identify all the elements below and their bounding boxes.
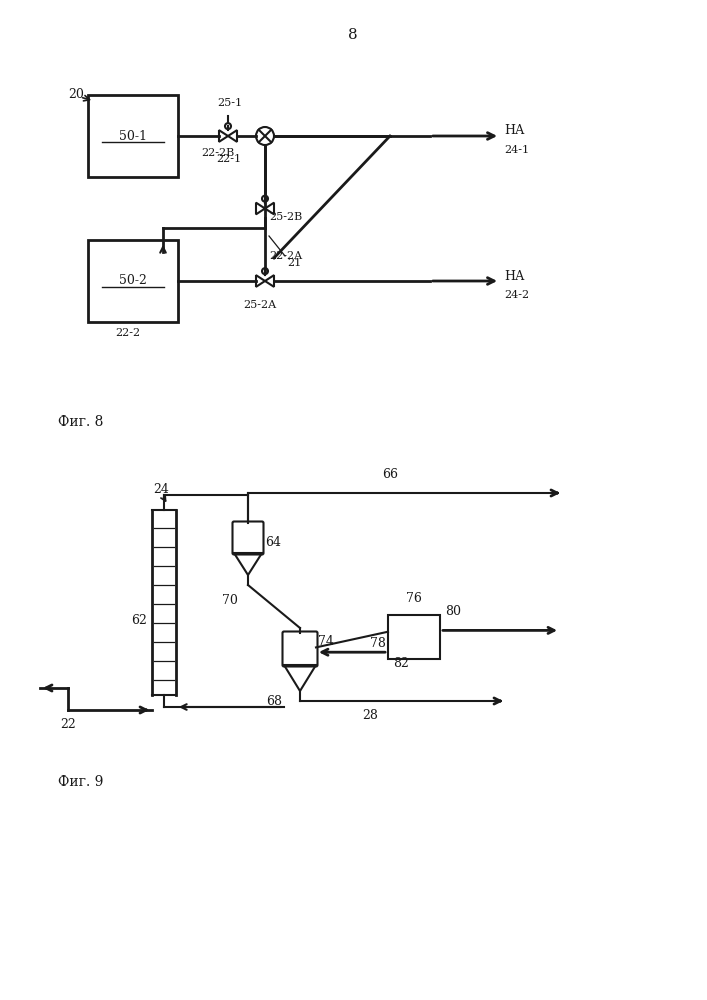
- Text: 20: 20: [68, 88, 84, 101]
- Text: 76: 76: [406, 592, 422, 605]
- Text: 68: 68: [266, 695, 282, 708]
- Bar: [88, 95, 178, 177]
- Text: Фиг. 8: Фиг. 8: [58, 415, 103, 429]
- Text: 25-1: 25-1: [218, 98, 243, 108]
- Text: 25-2A: 25-2A: [243, 300, 276, 310]
- Text: 28: 28: [362, 709, 378, 722]
- Bar: [88, 240, 178, 322]
- Text: 62: 62: [131, 614, 147, 628]
- FancyBboxPatch shape: [233, 522, 264, 554]
- Text: 66: 66: [382, 468, 398, 481]
- Text: 24-2: 24-2: [504, 290, 529, 300]
- Text: 82: 82: [393, 657, 409, 670]
- Text: 80: 80: [445, 605, 461, 618]
- Text: НА: НА: [504, 124, 525, 137]
- Text: 22: 22: [60, 718, 76, 731]
- Text: Фиг. 9: Фиг. 9: [58, 775, 103, 789]
- Text: 74: 74: [318, 635, 334, 648]
- Text: 22-2: 22-2: [115, 328, 141, 338]
- Text: 24-1: 24-1: [504, 145, 529, 155]
- Text: 64: 64: [265, 536, 281, 550]
- Text: НА: НА: [504, 269, 525, 282]
- Text: 22-1: 22-1: [216, 154, 241, 164]
- Text: 8: 8: [348, 28, 358, 42]
- Text: 78: 78: [370, 637, 386, 650]
- Text: 22-2B: 22-2B: [201, 148, 235, 158]
- FancyBboxPatch shape: [283, 632, 317, 666]
- Text: 50-2: 50-2: [119, 274, 147, 288]
- Text: 22-2A: 22-2A: [269, 251, 302, 261]
- Text: 24: 24: [153, 483, 169, 496]
- Text: 25-2B: 25-2B: [269, 213, 303, 223]
- Text: 50-1: 50-1: [119, 129, 147, 142]
- Bar: [388, 615, 440, 659]
- Text: 21: 21: [287, 258, 301, 268]
- Text: 70: 70: [222, 593, 238, 606]
